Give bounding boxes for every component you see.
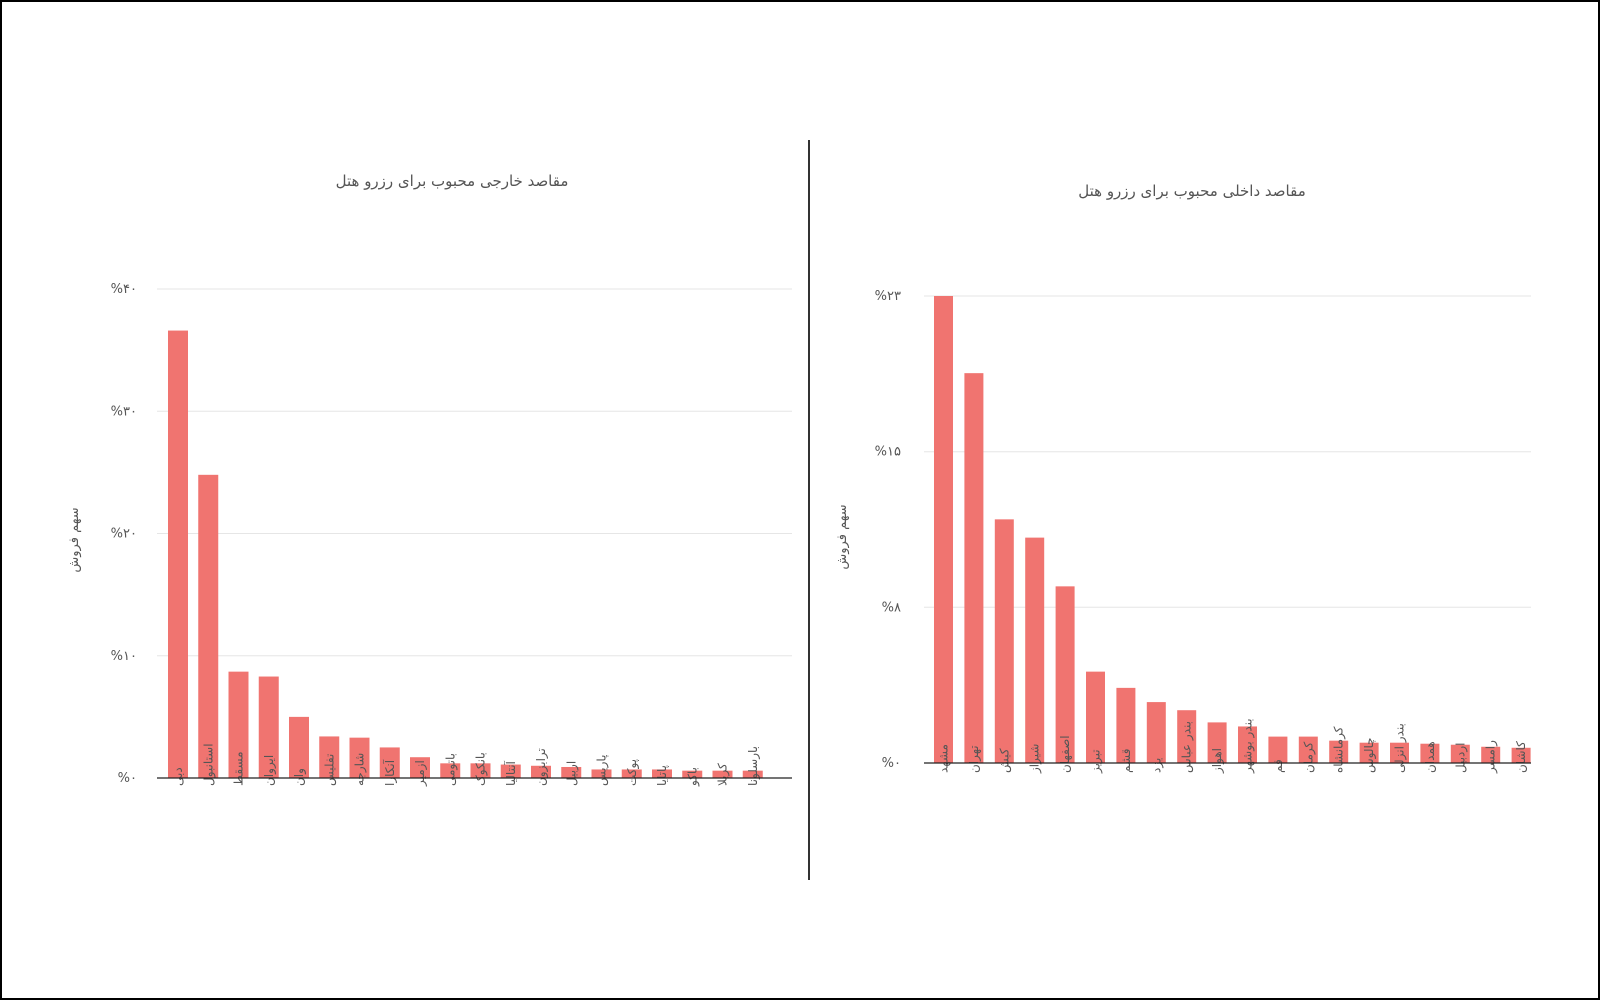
x-tick-label: شیراز [1028,744,1043,774]
y-tick-label: %۳۰ [111,404,137,419]
x-tick-label: بندر انزلی [1393,723,1408,773]
x-tick-label: بندر عباس [1180,721,1195,773]
bar [379,747,400,778]
bar [168,330,188,778]
bar [289,716,309,778]
x-tick-label: اربیل [564,761,579,786]
y-tick-label: %۸ [882,600,901,615]
y-tick-label: %۱۰ [111,649,137,664]
chart-title: مقاصد خارجی محبوب برای رزرو هتل [336,172,569,190]
bar [500,764,521,778]
bar [198,474,219,778]
bar [440,763,461,778]
bar [228,671,249,778]
bar [1207,722,1227,763]
x-tick-label: آنتالیا [503,760,518,786]
bar [1238,726,1257,763]
bar [319,736,340,778]
x-tick-label: کرمان [1301,741,1316,773]
bar [410,757,430,778]
y-tick-label: %۱۵ [875,445,901,460]
x-tick-label: همدان [1423,741,1437,773]
bar [258,676,279,778]
bar [621,769,642,778]
x-tick-label: تهران [967,745,982,773]
bar [1055,586,1075,763]
bar [1298,736,1318,763]
bar [994,519,1014,763]
x-tick-label: قشم [1119,749,1133,773]
bar [1025,537,1045,763]
bar [1268,736,1288,763]
bar [1450,744,1470,763]
x-tick-label: آنکارا [382,759,398,786]
y-axis-label: سهم فروش [67,507,82,572]
y-axis-label: سهم فروش [835,504,850,569]
x-tick-label: کرمانشاه [1332,726,1347,773]
x-tick-label: پاتایا [655,765,669,786]
x-tick-label: پوکت [625,759,640,786]
bar [712,770,733,778]
x-tick-label: مشهد [937,744,951,773]
x-tick-label: اهواز [1210,748,1225,774]
bar [1359,742,1379,763]
bar [561,766,582,778]
bar [1390,742,1409,763]
bar [1086,671,1105,763]
bar [1329,740,1349,763]
x-tick-label: چالوس [1362,737,1377,773]
x-tick-label: ترابزون [534,748,549,786]
bar [1420,743,1440,763]
chart-divider [808,140,810,880]
bar [1177,710,1197,763]
bar [1481,746,1501,763]
bar [934,296,953,763]
y-tick-label: %۴۰ [111,282,137,297]
y-tick-label: %۰ [118,771,137,786]
y-tick-label: %۲۳ [875,289,901,304]
x-tick-label: مسقط [232,751,246,786]
x-tick-label: اصفهان [1058,735,1072,773]
bar [682,770,703,778]
x-tick-label: اردبیل [1453,742,1468,773]
x-tick-label: قم [1271,759,1285,773]
x-tick-label: یزد [1149,758,1164,773]
bar [652,769,672,778]
bar [1146,702,1166,763]
x-tick-label: بندر بوشهر [1241,718,1256,774]
x-tick-label: بارسلونا [746,746,761,786]
bar [531,765,551,778]
x-tick-label: تبریز [1089,749,1104,774]
chart-title: مقاصد داخلی محبوب برای رزرو هتل [1078,182,1305,200]
x-tick-label: کیش [997,748,1012,773]
x-tick-label: کربلا [716,763,731,786]
x-tick-label: باکو [685,767,700,787]
bar [349,737,370,778]
bar [591,769,612,778]
x-tick-label: دبی [171,767,185,786]
y-tick-label: %۲۰ [111,527,137,542]
x-tick-label: کاشان [1514,741,1528,773]
x-tick-label: استانبول [201,743,216,786]
bar [964,373,984,763]
x-tick-label: ازمیر [413,760,428,787]
bar [1116,687,1136,763]
y-tick-label: %۰ [882,756,901,771]
bar [742,770,763,778]
bar [1511,747,1531,763]
bar [470,763,491,778]
x-tick-label: رامسر [1484,740,1499,774]
x-tick-label: وان [292,768,307,786]
